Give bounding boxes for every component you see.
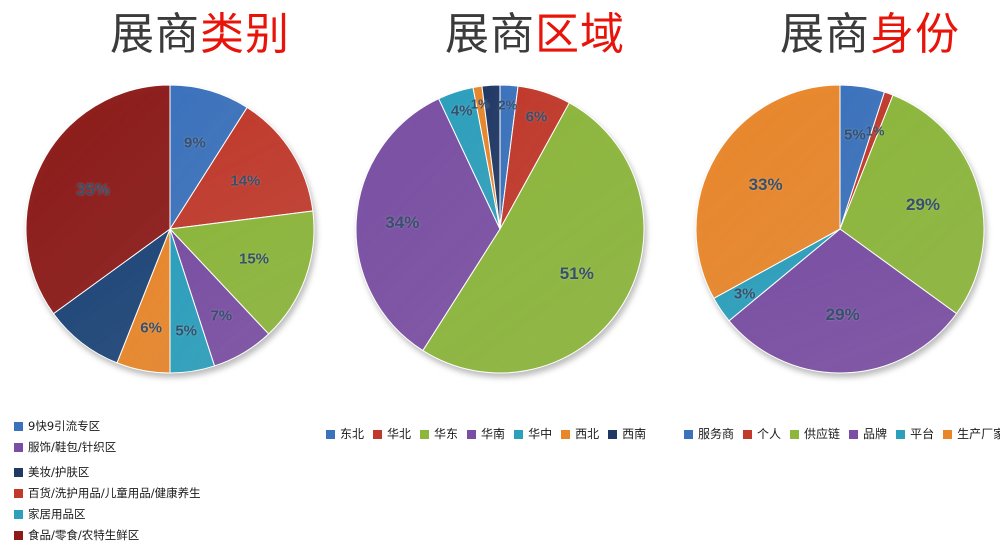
legend-item-label: 服务商: [698, 427, 735, 441]
legend-swatch-icon: [420, 429, 430, 439]
legend-item-label: 东北: [340, 427, 365, 441]
legend-item-label: 华中: [528, 427, 553, 441]
legend-item-label: 生产厂家: [957, 427, 1000, 441]
pie-graphic-region: [355, 84, 645, 374]
pie-svg: [25, 84, 315, 374]
legend-item[interactable]: 家居用品区: [14, 504, 314, 524]
title-highlight: 类别: [200, 10, 290, 59]
pie-slice: [728, 228, 958, 374]
legend-item[interactable]: 9快9引流专区: [14, 416, 314, 436]
pie-chart-identity: 5% 1% 29% 29% 3% 33%: [690, 84, 990, 384]
legend-identity: 服务商 个人 供应链 品牌 平台 生产厂家: [684, 427, 1000, 441]
title-highlight: 身份: [870, 10, 960, 59]
legend-swatch-icon: [14, 488, 23, 498]
legend-swatch-icon: [467, 429, 477, 439]
title-highlight: 区域: [535, 10, 625, 59]
legend-swatch-icon: [326, 429, 335, 439]
page-title-category: 展商类别: [60, 6, 340, 64]
legend-swatch-icon: [608, 429, 618, 439]
title-prefix: 展商: [110, 10, 200, 59]
legend-swatch-icon: [14, 442, 23, 452]
legend-item-label: 西北: [575, 427, 600, 441]
legend-region: 东北 华北 华东 华南 华中 西北 西南: [326, 427, 655, 441]
legend-swatch-icon: [790, 429, 800, 439]
pie-slice: [168, 210, 315, 335]
title-prefix: 展商: [445, 10, 535, 59]
legend-item-label: 华北: [387, 427, 412, 441]
pie-slice: [25, 84, 171, 315]
legend-item[interactable]: 平台: [896, 427, 934, 441]
legend-item-label: 供应链: [804, 427, 841, 441]
pie-slice: [355, 98, 501, 352]
legend-item[interactable]: 品牌: [849, 427, 887, 441]
legend-item-label: 百货/洗护用品/儿童用品/健康养生: [28, 486, 201, 500]
pie-chart-region: 2% 6% 51% 34% 4% 1%: [350, 84, 650, 384]
legend-item[interactable]: 东北: [326, 427, 364, 441]
legend-swatch-icon: [684, 429, 693, 439]
pie-svg: [695, 84, 985, 374]
legend-item[interactable]: 华中: [514, 427, 552, 441]
legend-item[interactable]: 百货/洗护用品/儿童用品/健康养生: [14, 483, 314, 503]
legend-swatch-icon: [373, 429, 383, 439]
pie-slice: [169, 106, 314, 230]
pie-graphic-identity: [695, 84, 985, 374]
legend-item-label: 食品/零食/农特生鲜区: [28, 528, 140, 542]
pie-slice: [839, 94, 985, 315]
legend-swatch-icon: [561, 429, 571, 439]
legend-item-label: 家居用品区: [28, 507, 86, 521]
legend-item[interactable]: 西北: [561, 427, 599, 441]
legend-swatch-icon: [14, 467, 23, 477]
legend-swatch-icon: [14, 421, 23, 431]
legend-item[interactable]: 华南: [467, 427, 505, 441]
legend-item-label: 个人: [757, 427, 782, 441]
legend-swatch-icon: [14, 530, 23, 540]
legend-item[interactable]: 个人: [743, 427, 781, 441]
legend-swatch-icon: [743, 429, 753, 439]
legend-item[interactable]: 生产厂家: [943, 427, 1000, 441]
legend-swatch-icon: [514, 429, 524, 439]
legend-item[interactable]: 华东: [420, 427, 458, 441]
page-title-region: 展商区域: [395, 6, 675, 64]
legend-item[interactable]: 供应链: [790, 427, 840, 441]
legend-category: 9快9引流专区服饰/鞋包/针织区 美妆/护肤区百货/洗护用品/儿童用品/健康养生家…: [14, 416, 314, 546]
legend-item-label: 平台: [910, 427, 935, 441]
legend-item[interactable]: 食品/零食/农特生鲜区: [14, 525, 314, 545]
legend-item-label: 品牌: [863, 427, 888, 441]
legend-item[interactable]: 华北: [373, 427, 411, 441]
legend-item[interactable]: 服务商: [684, 427, 734, 441]
pie-slice: [52, 227, 172, 364]
legend-swatch-icon: [849, 429, 859, 439]
legend-item-label: 9快9引流专区: [28, 419, 101, 433]
page-title-identity: 展商身份: [730, 6, 1000, 64]
legend-item-label: 美妆/护肤区: [28, 465, 90, 479]
pie-chart-category: 9% 14% 15% 7% 5% 6% 35%: [20, 84, 320, 384]
legend-item[interactable]: 服饰/鞋包/针织区: [14, 437, 314, 457]
legend-item-label: 西南: [622, 427, 647, 441]
pie-slice: [695, 84, 841, 300]
legend-item[interactable]: 美妆/护肤区: [14, 462, 314, 482]
pie-slice: [169, 84, 248, 231]
pie-svg: [355, 84, 645, 374]
pie-slice: [422, 102, 645, 374]
title-prefix: 展商: [780, 10, 870, 59]
legend-swatch-icon: [14, 509, 23, 519]
legend-item-label: 华南: [481, 427, 506, 441]
legend-item-label: 服饰/鞋包/针织区: [28, 440, 117, 454]
pie-graphic-category: [25, 84, 315, 374]
legend-item[interactable]: 西南: [608, 427, 646, 441]
pie-slice: [481, 84, 501, 230]
legend-item-label: 华东: [434, 427, 459, 441]
legend-swatch-icon: [943, 429, 953, 439]
legend-swatch-icon: [896, 429, 906, 439]
